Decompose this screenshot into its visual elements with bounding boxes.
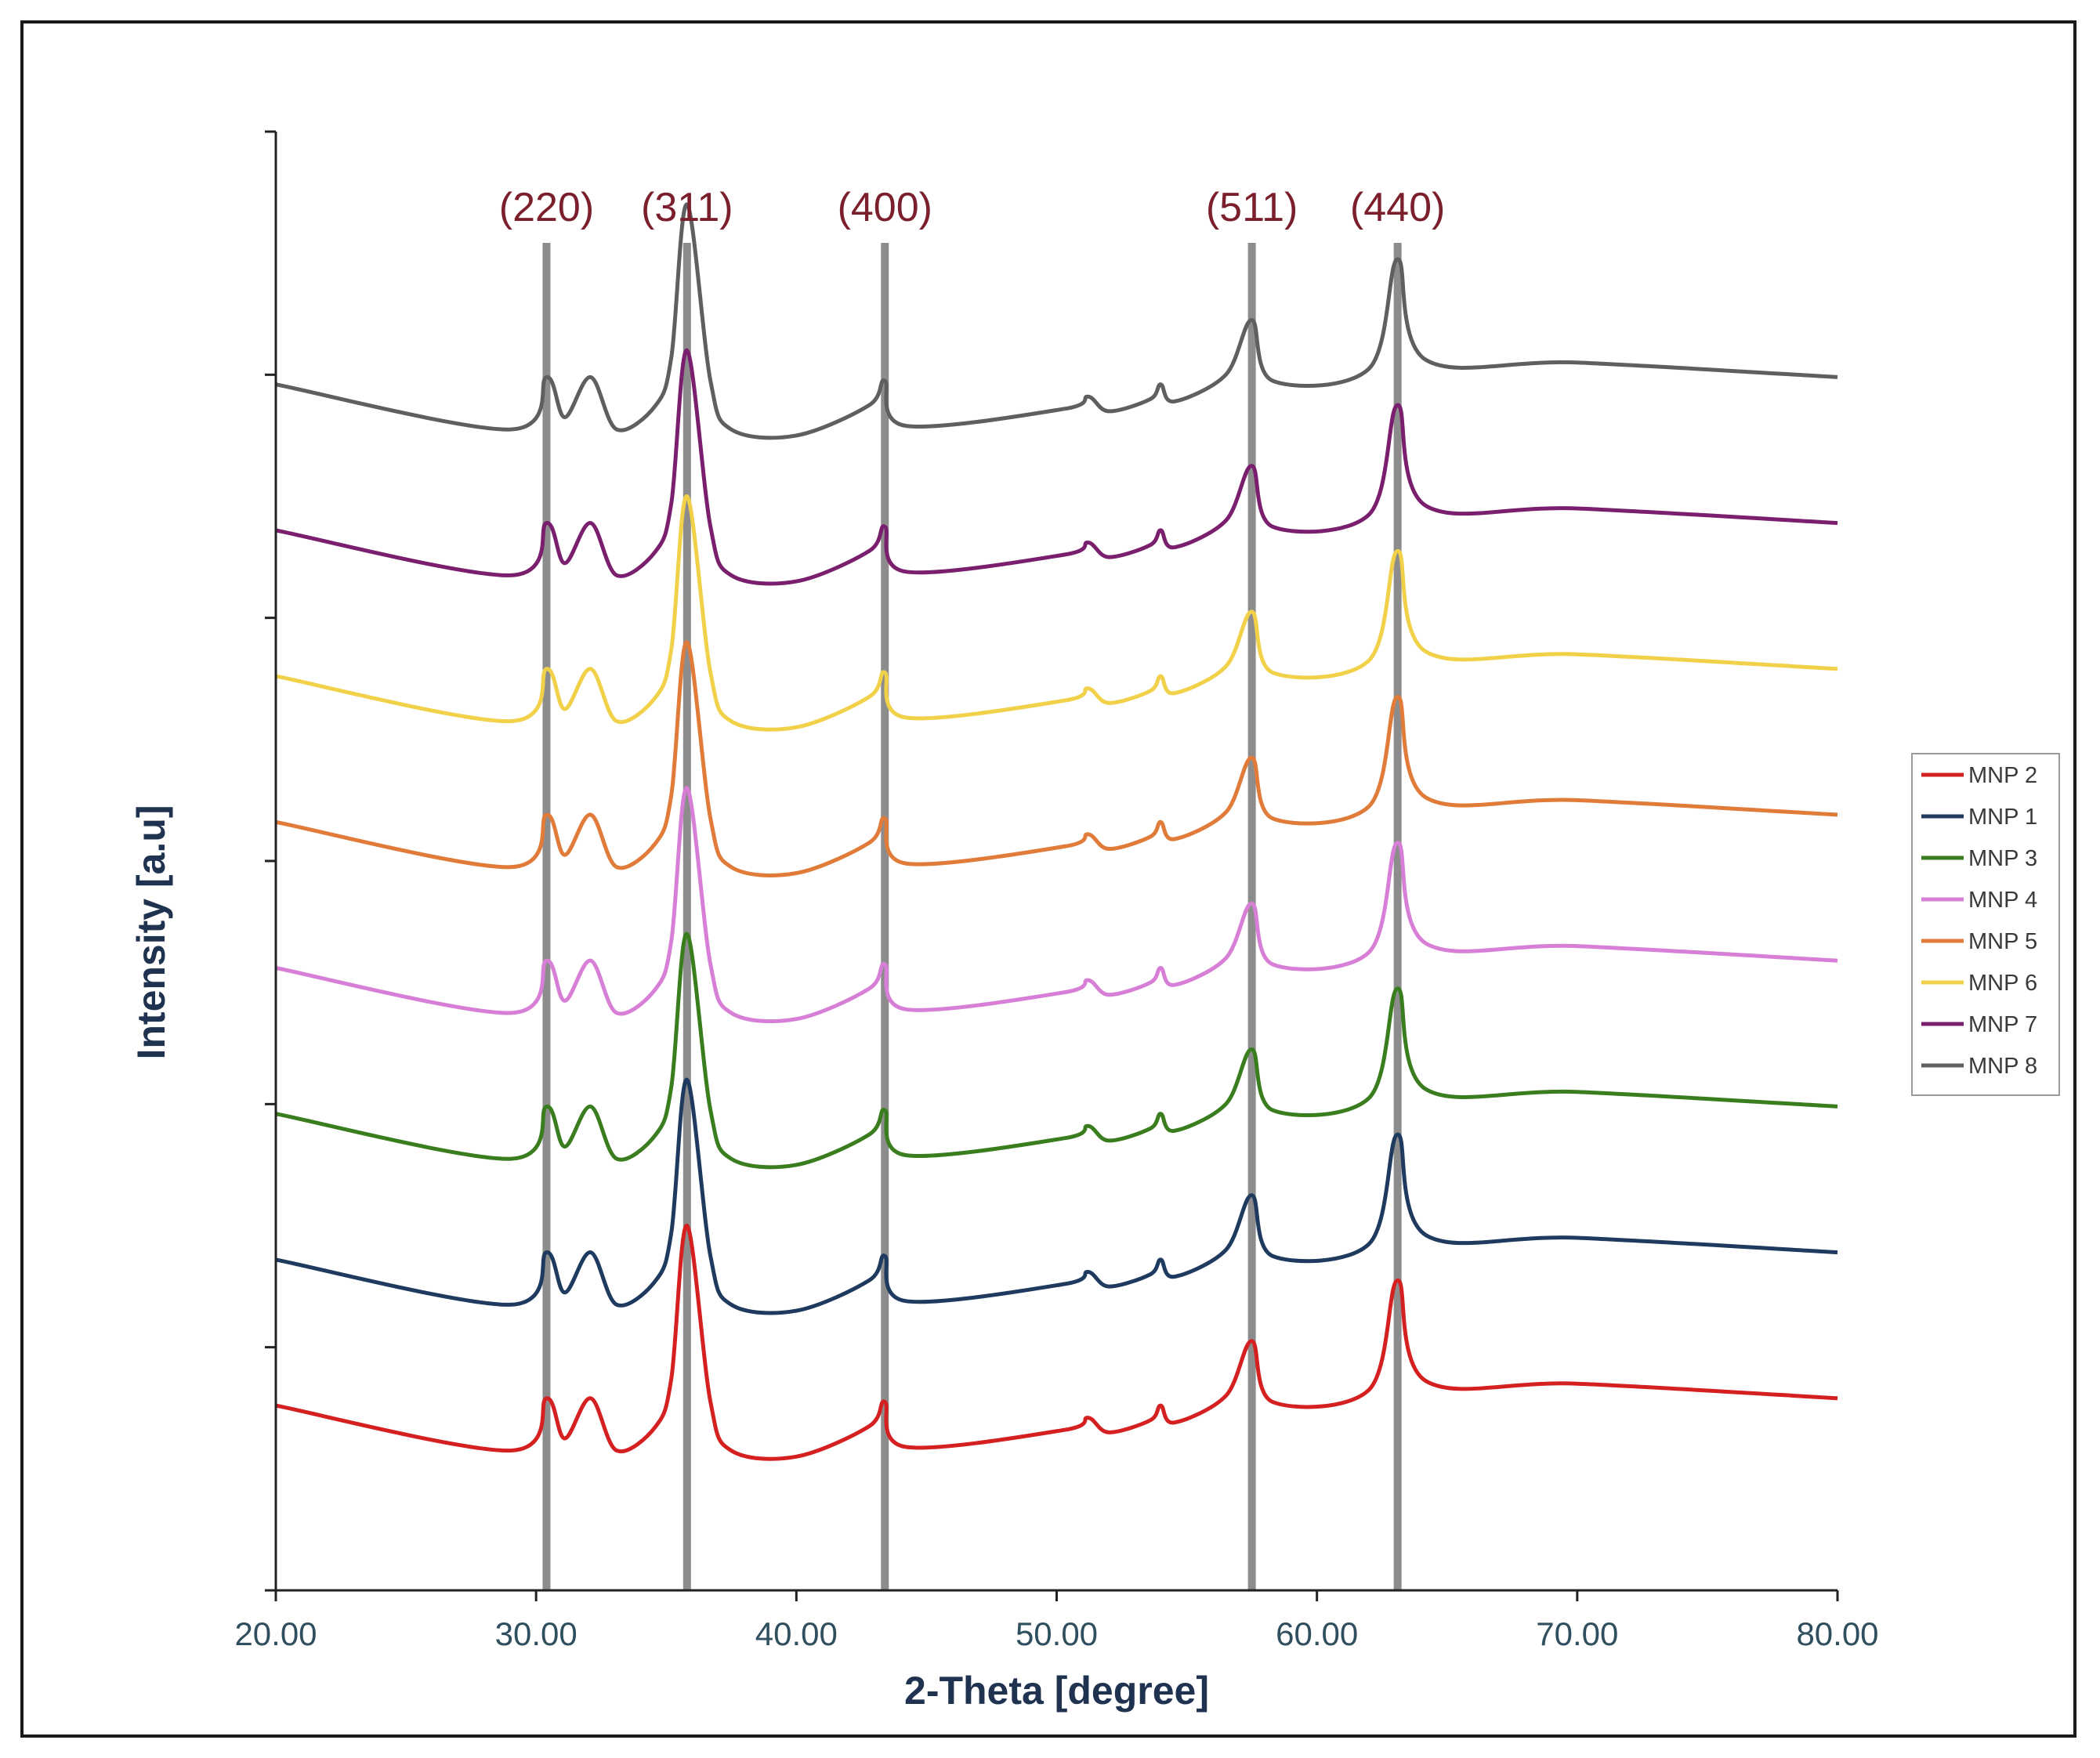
peak-labels: (220) (311) (400) (511) (440) [499,185,1446,230]
x-tick-label: 30.00 [495,1615,578,1652]
x-tick-label: 20.00 [234,1615,317,1652]
x-tick-label: 50.00 [1016,1615,1098,1652]
x-axis-title: 2-Theta [degree] [904,1669,1209,1713]
x-tick-label: 80.00 [1796,1615,1878,1652]
series-line [275,1223,1838,1461]
x-tick-label: 70.00 [1536,1615,1618,1652]
series-line [275,494,1838,732]
series-line [275,786,1838,1024]
figure-frame [20,20,2076,1738]
legend-label: MNP 6 [1968,971,2037,996]
series-line [275,931,1838,1170]
legend-label: MNP 4 [1968,888,2037,913]
legend: MNP 2 MNP 1 MNP 3 MNP 4 MNP 5 MNP 6 MNP 7 MNP 8 [1911,753,2060,1096]
series-lines [275,202,1838,1461]
reference-lines [542,243,1402,1590]
legend-label: MNP 3 [1968,846,2037,871]
legend-label: MNP 5 [1968,929,2037,954]
series-line [275,640,1838,877]
series-line [275,1077,1838,1315]
peak-label: (220) [499,185,594,230]
series-line [275,202,1838,440]
x-tick-label: 60.00 [1276,1615,1358,1652]
series-line [275,348,1838,586]
x-tick-label: 40.00 [755,1615,838,1652]
y-axis-title: Intensity [a.u] [129,805,173,1059]
legend-label: MNP 2 [1968,763,2037,788]
peak-label: (511) [1206,185,1298,230]
axes [274,132,1838,1592]
legend-label: MNP 8 [1968,1054,2037,1079]
x-ticks: 20.00 30.00 40.00 50.00 60.00 70.00 80.00 [234,1590,1879,1652]
legend-box [1911,753,2060,1096]
legend-label: MNP 7 [1968,1012,2037,1037]
peak-label: (440) [1350,185,1445,230]
peak-label: (311) [641,185,733,230]
legend-label: MNP 1 [1968,805,2037,830]
y-ticks [265,130,276,1592]
peak-label: (400) [838,185,932,230]
